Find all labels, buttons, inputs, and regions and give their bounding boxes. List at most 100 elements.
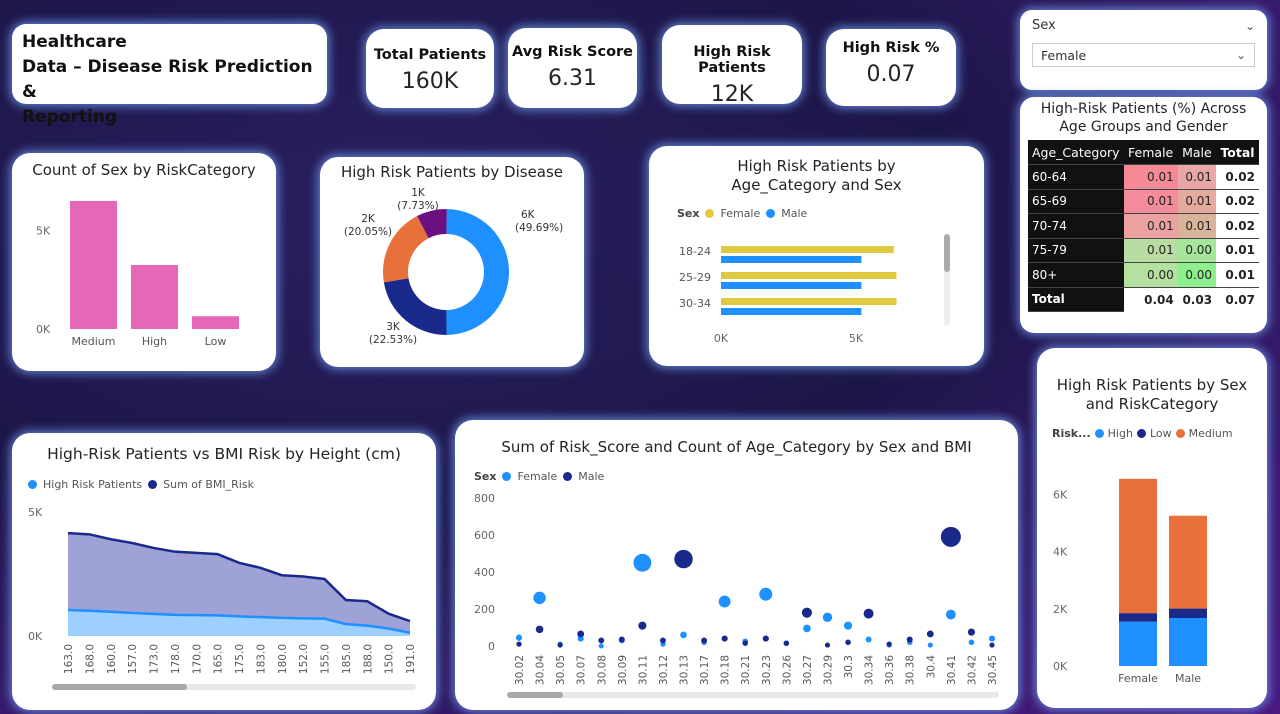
x-tick-label: 150.0 (384, 644, 396, 674)
legend-marker-medium (1175, 429, 1185, 438)
scatter-point (863, 608, 874, 619)
matrix-cell: 0.00 (1177, 262, 1217, 288)
y-tick-label: 0K (28, 630, 43, 643)
y-tick-label: 6K (1053, 489, 1068, 502)
matrix-cell: 0.02 (1216, 189, 1259, 214)
legend-marker-female (705, 209, 715, 218)
y-tick-label: 2K (1053, 603, 1068, 616)
scatter-point (989, 642, 995, 648)
data-label: 6K (521, 209, 536, 221)
legend-label[interactable]: Sum of BMI_Risk (163, 478, 254, 491)
legend-label[interactable]: High (1107, 427, 1133, 440)
x-tick-label: 188.0 (362, 644, 374, 674)
chevron-down-icon: ⌄ (1235, 48, 1246, 62)
x-tick-label: 30.29 (822, 655, 834, 685)
matrix-cell: 0.02 (1216, 164, 1259, 190)
bar (70, 200, 117, 329)
vertical-scrollbar[interactable] (944, 234, 950, 326)
scrollbar-thumb[interactable] (507, 692, 563, 698)
y-tick-label: 200 (474, 603, 495, 616)
scrollbar-thumb[interactable] (944, 234, 950, 272)
x-tick-label: 157.0 (127, 644, 139, 674)
scatter-point (906, 636, 913, 643)
legend-label[interactable]: Male (781, 207, 808, 220)
scatter-point (886, 641, 892, 647)
x-tick-label: 183.0 (255, 644, 267, 674)
chart-title: High Risk Patients by Sex and RiskCatego… (1056, 376, 1248, 413)
x-tick-label: 30.12 (658, 655, 670, 685)
matrix-cell: 0.00 (1123, 262, 1178, 288)
table-row: 75-79 0.01 0.00 0.01 (1028, 238, 1259, 263)
kpi-high-risk-patients: High Risk Patients 12K (662, 25, 802, 107)
matrix-header[interactable]: Male (1177, 140, 1217, 165)
matrix-cell: 0.00 (1177, 238, 1217, 263)
stacked-bar-segment (1169, 618, 1207, 666)
scatter-point (845, 639, 851, 646)
kpi-label: Total Patients (373, 47, 487, 63)
scrollbar-thumb[interactable] (52, 684, 187, 690)
matrix-header[interactable]: Total (1216, 140, 1259, 165)
chart-legend: Sex Female Male (677, 207, 807, 220)
x-tick-label: 163.0 (63, 644, 75, 674)
x-tick-label: 30.11 (637, 655, 649, 685)
y-tick-label: 600 (474, 529, 495, 542)
legend-label[interactable]: Female (517, 470, 558, 483)
y-tick-label: 25-29 (679, 271, 711, 284)
matrix-header[interactable]: Female (1123, 140, 1178, 165)
scatter-point (927, 642, 933, 648)
horizontal-scrollbar[interactable] (507, 692, 999, 698)
scatter-point (701, 637, 708, 644)
scatter-point (660, 637, 666, 644)
scatter-point (940, 526, 961, 547)
x-tick-label: 30.23 (761, 655, 773, 685)
x-tick-label: 178.0 (170, 644, 182, 674)
matrix-cell: 0.01 (1177, 164, 1217, 190)
legend-label[interactable]: Male (578, 470, 605, 483)
legend-label[interactable]: Low (1149, 427, 1172, 440)
matrix-title: High-Risk Patients (%) Across Age Groups… (1040, 101, 1247, 135)
stacked-bar-segment (1169, 608, 1207, 618)
scatter-point (824, 642, 831, 648)
legend-label[interactable]: High Risk Patients (43, 478, 143, 491)
x-tick-label: 165.0 (213, 644, 225, 674)
kpi-total-patients: Total Patients 160K (366, 29, 494, 108)
legend-marker-high-risk (28, 480, 37, 489)
legend-marker-bmi-risk (148, 480, 158, 489)
matrix-cell: 0.02 (1216, 213, 1259, 239)
x-tick-label: Low (205, 335, 227, 348)
matrix-cell: 0.01 (1123, 238, 1178, 263)
risk-matrix: Age_Category Female Male Total 60-64 0.0… (1028, 140, 1259, 312)
donut-slice (383, 215, 429, 283)
legend-marker-male (766, 209, 776, 218)
matrix-header[interactable]: Age_Category (1028, 140, 1124, 165)
data-label: 1K (411, 187, 426, 199)
matrix-cell: 0.01 (1216, 238, 1259, 263)
scatter-point (674, 549, 693, 569)
legend-label[interactable]: Female (720, 207, 761, 220)
slicer-selected-value: Female (1041, 47, 1087, 63)
bmi-scatter-card: Sum of Risk_Score and Count of Age_Categ… (455, 420, 1018, 710)
scatter-point (557, 642, 563, 648)
chart-title: High Risk Patients by Age_Category and S… (731, 157, 902, 194)
chevron-down-icon[interactable]: ⌄ (1244, 18, 1255, 33)
matrix-cell: 0.03 (1182, 292, 1213, 307)
horizontal-scrollbar[interactable] (52, 684, 416, 690)
line-bmi-risk (67, 531, 411, 623)
age-sex-bar-card: High Risk Patients by Age_Category and S… (649, 146, 984, 366)
legend-label[interactable]: Medium (1188, 427, 1233, 440)
slicer-dropdown[interactable]: Female ⌄ (1032, 43, 1255, 67)
kpi-label: High Risk % (842, 40, 940, 56)
donut-slice (417, 209, 447, 239)
x-tick-label: 30.04 (535, 655, 547, 685)
chart-title: Sum of Risk_Score and Count of Age_Categ… (501, 438, 972, 456)
stacked-bar-segment (1169, 515, 1207, 609)
data-label: 2K (361, 213, 376, 225)
x-tick-label: Male (1175, 672, 1201, 685)
legend-marker-male (563, 472, 573, 481)
bar (131, 264, 178, 329)
x-tick-label: 191.0 (405, 644, 417, 674)
sex-by-risk-card: Count of Sex by RiskCategory 5K 0K Medium H… (12, 153, 276, 371)
chart-legend: Sex Female Male (474, 470, 604, 483)
donut-slice (383, 278, 447, 335)
chart-title: High-Risk Patients vs BMI Risk by Height… (47, 445, 401, 463)
